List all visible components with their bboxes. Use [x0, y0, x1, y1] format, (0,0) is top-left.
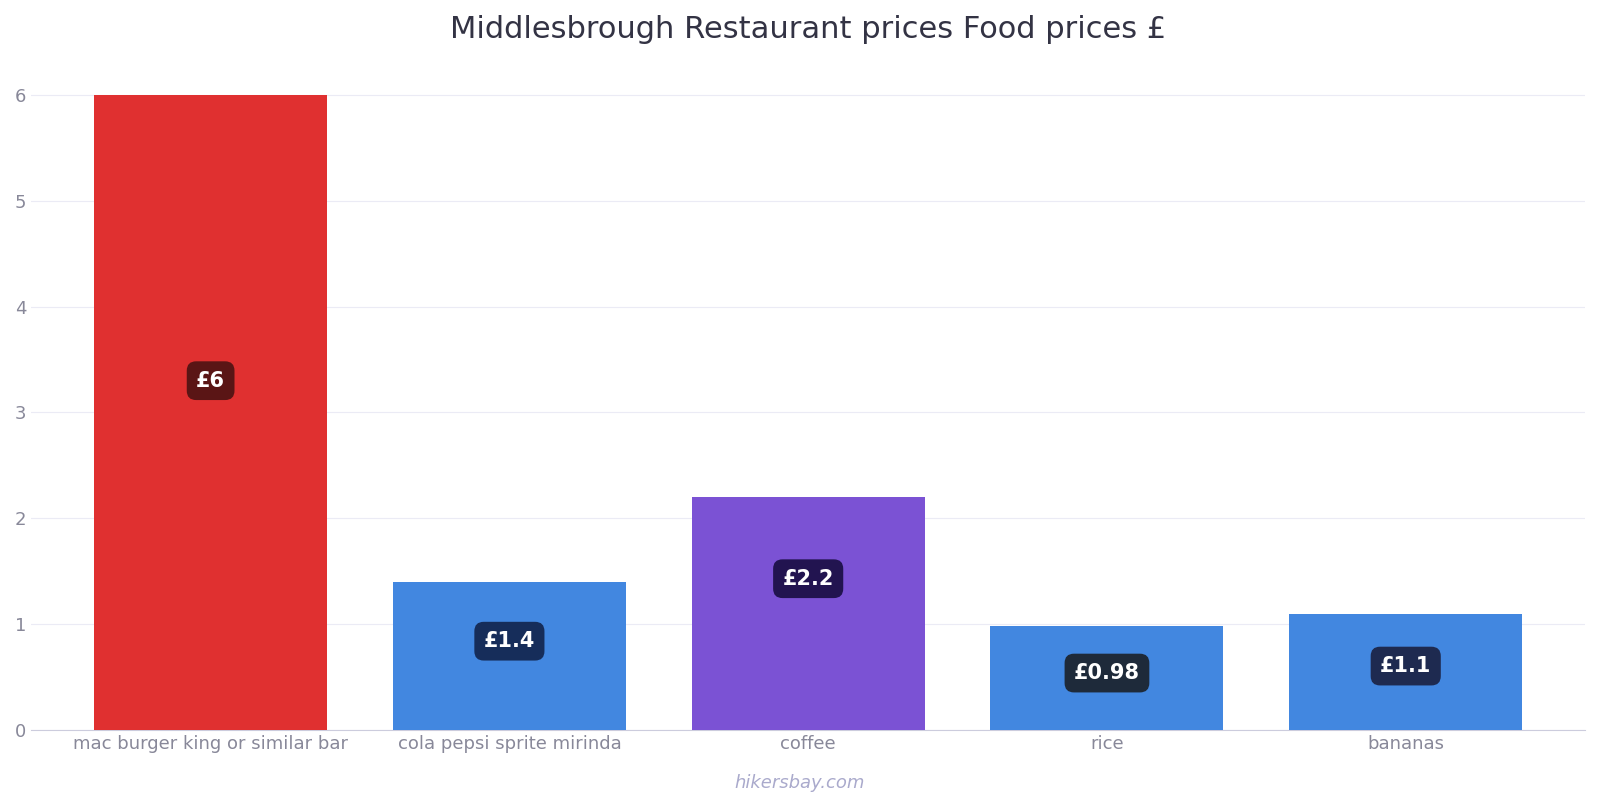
- Bar: [394, 582, 626, 730]
- Bar: [990, 626, 1224, 730]
- Bar: [691, 497, 925, 730]
- Text: £1.4: £1.4: [483, 631, 534, 651]
- Bar: [1290, 614, 1522, 730]
- Text: hikersbay.com: hikersbay.com: [734, 774, 866, 792]
- Text: £0.98: £0.98: [1074, 663, 1139, 683]
- Text: £1.1: £1.1: [1381, 656, 1432, 676]
- Bar: [94, 94, 326, 730]
- Text: £6: £6: [197, 370, 226, 390]
- Text: £2.2: £2.2: [782, 569, 834, 589]
- Title: Middlesbrough Restaurant prices Food prices £: Middlesbrough Restaurant prices Food pri…: [450, 15, 1166, 44]
